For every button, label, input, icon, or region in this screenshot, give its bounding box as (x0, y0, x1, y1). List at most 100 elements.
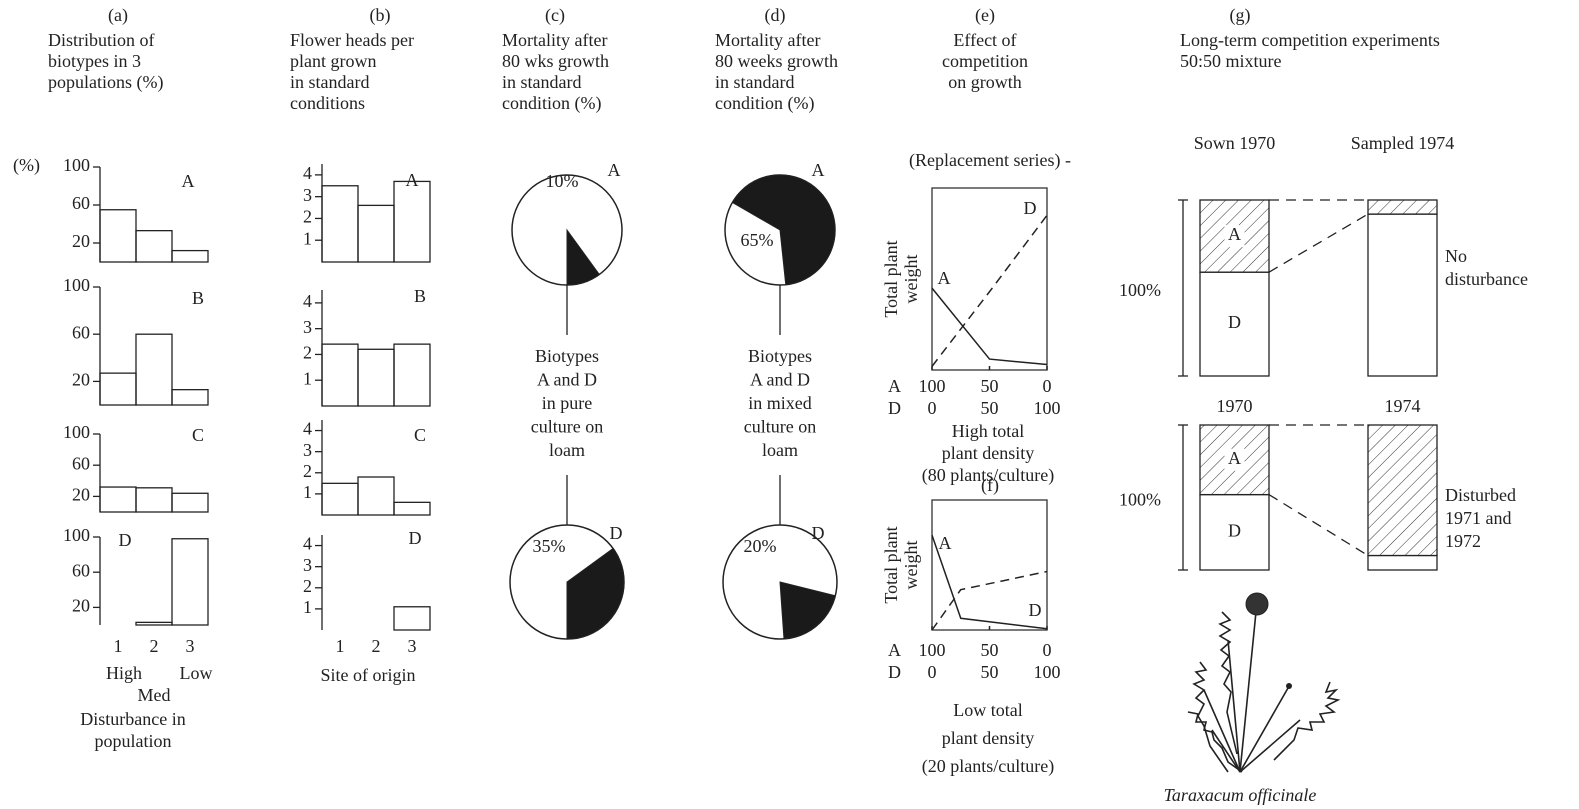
segment-name: A (1228, 224, 1241, 244)
category-label: Med (138, 685, 171, 705)
panel-title: in standard (715, 72, 794, 92)
x-tick-label: 3 (408, 636, 417, 656)
x-tick-label: 0 (928, 662, 937, 682)
bar (394, 502, 430, 515)
stack-segment (1368, 556, 1437, 571)
segment-name: D (1228, 520, 1241, 540)
series-name: A (938, 268, 951, 288)
column-label: 1974 (1385, 396, 1421, 416)
y-tick-label: 3 (303, 185, 312, 205)
bar (136, 622, 172, 625)
pie-name: D (610, 523, 623, 543)
x-tick-label: 100 (919, 640, 946, 660)
group-note: No (1445, 246, 1467, 266)
y-tick-label: 1 (303, 482, 312, 502)
group-note: disturbance (1445, 269, 1528, 289)
subplot-name: D (409, 528, 422, 548)
subplot-name: C (414, 425, 426, 445)
pie-caption: in mixed (748, 393, 812, 413)
panel-title: 50:50 mixture (1180, 51, 1282, 71)
y-tick-label: 20 (72, 596, 90, 616)
bar (100, 487, 136, 512)
y-tick-label: 1 (303, 368, 312, 388)
bar (394, 344, 430, 406)
panel-title: Flower heads per (290, 30, 414, 50)
bar (172, 251, 208, 262)
figure: (a)Distribution ofbiotypes in 3populatio… (0, 0, 1579, 809)
panel-title: Distribution of (48, 30, 155, 50)
series-name: D (1029, 600, 1042, 620)
y-tick-label: 60 (72, 560, 90, 580)
subplot-name: A (182, 171, 195, 191)
pie-value-label: 65% (741, 230, 774, 250)
x-tick-label: 1 (114, 636, 123, 656)
series-name: D (1024, 198, 1037, 218)
column-label: Sown 1970 (1194, 133, 1276, 153)
pie-value-label: 20% (744, 536, 777, 556)
y-tick-label: 1 (303, 597, 312, 617)
category-label: High (106, 663, 142, 683)
panel-title: condition (%) (502, 93, 601, 114)
panel-title: Effect of (953, 30, 1016, 50)
y-axis-label: 100% (1119, 280, 1161, 300)
pie-caption: culture on (531, 417, 603, 437)
x-tick-label: 0 (1043, 376, 1052, 396)
pie-name: A (608, 160, 621, 180)
x-axis-label: Disturbance in (80, 709, 185, 729)
pie-caption: Biotypes (748, 346, 812, 366)
panel-title: populations (%) (48, 72, 163, 93)
panel-caption: plant density (942, 443, 1035, 463)
stack-segment (1368, 214, 1437, 376)
bar (358, 205, 394, 262)
x-tick-label: 2 (150, 636, 159, 656)
pie-caption: loam (762, 440, 798, 460)
y-tick-label: 60 (72, 322, 90, 342)
panel-title: in standard (290, 72, 369, 92)
connector (1269, 214, 1368, 272)
x-tick-label: 0 (928, 398, 937, 418)
column-label: Sampled 1974 (1351, 133, 1455, 153)
y-tick-label: 2 (303, 343, 312, 363)
y-tick-label: 100 (63, 525, 90, 545)
panel-title: biotypes in 3 (48, 51, 141, 71)
y-tick-label: 2 (303, 576, 312, 596)
pie-value-label: 10% (546, 171, 579, 191)
bar (358, 349, 394, 406)
connector (1269, 495, 1368, 556)
y-tick-label: 3 (303, 440, 312, 460)
segment-name: D (1228, 312, 1241, 332)
pie-caption: Biotypes (535, 346, 599, 366)
bar (172, 539, 208, 625)
panel-label: (f) (981, 475, 999, 496)
y-axis-label: (%) (13, 155, 40, 176)
y-tick-label: 100 (63, 275, 90, 295)
tick-row-name: A (888, 640, 901, 660)
x-tick-label: 100 (1034, 398, 1061, 418)
series-name: A (939, 533, 952, 553)
panel-title: Mortality after (715, 30, 820, 50)
series-line (932, 288, 1047, 364)
group-note: 1972 (1445, 531, 1481, 551)
x-tick-label: 1 (336, 636, 345, 656)
panel-title: 80 weeks growth (715, 51, 838, 71)
panel-label: (c) (545, 5, 565, 26)
pie-caption: A and D (537, 370, 597, 390)
panel-title: Long-term competition experiments (1180, 30, 1440, 50)
y-axis-label: weight (901, 255, 921, 304)
y-tick-label: 100 (63, 155, 90, 175)
panel-subtitle: (Replacement series) - (909, 150, 1071, 171)
pie-name: A (812, 160, 825, 180)
pie-name: D (812, 523, 825, 543)
x-tick-label: 0 (1043, 640, 1052, 660)
y-tick-label: 3 (303, 555, 312, 575)
panel-caption: Low total (953, 700, 1023, 720)
x-tick-label: 2 (372, 636, 381, 656)
y-axis-label: Total plant (881, 526, 901, 603)
panel-label: (d) (765, 5, 786, 26)
series-line (932, 215, 1047, 366)
y-tick-label: 20 (72, 485, 90, 505)
pie-caption: loam (549, 440, 585, 460)
subplot-name: B (192, 288, 204, 308)
dandelion-drawing (1188, 593, 1338, 772)
panel-title: plant grown (290, 51, 376, 71)
